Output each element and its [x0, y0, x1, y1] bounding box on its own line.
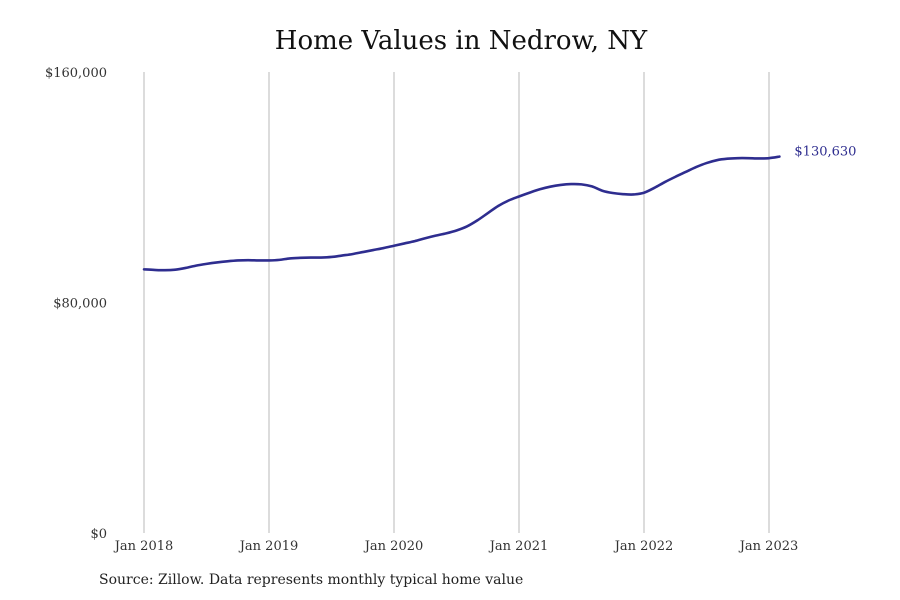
source-note: Source: Zillow. Data represents monthly …: [99, 572, 524, 588]
x-tick-label: Jan 2020: [363, 539, 424, 554]
x-tick-label: Jan 2021: [488, 539, 549, 554]
y-tick-label: $80,000: [53, 297, 107, 312]
x-tick-label: Jan 2018: [113, 539, 174, 554]
x-tick-label: Jan 2019: [238, 539, 299, 554]
chart-title: Home Values in Nedrow, NY: [274, 26, 648, 56]
y-axis-ticks: $0 $80,000 $160,000: [45, 66, 107, 542]
y-tick-label: $160,000: [45, 66, 107, 81]
end-value-label: $130,630: [794, 145, 856, 160]
x-tick-label: Jan 2023: [738, 539, 799, 554]
series-group: $130,630: [142, 145, 856, 272]
x-axis-ticks: Jan 2018 Jan 2019 Jan 2020 Jan 2021 Jan 2022…: [113, 539, 799, 554]
gridlines: [143, 72, 770, 533]
y-tick-label: $0: [90, 527, 107, 542]
series-line: [142, 155, 781, 272]
x-tick-label: Jan 2022: [613, 539, 674, 554]
